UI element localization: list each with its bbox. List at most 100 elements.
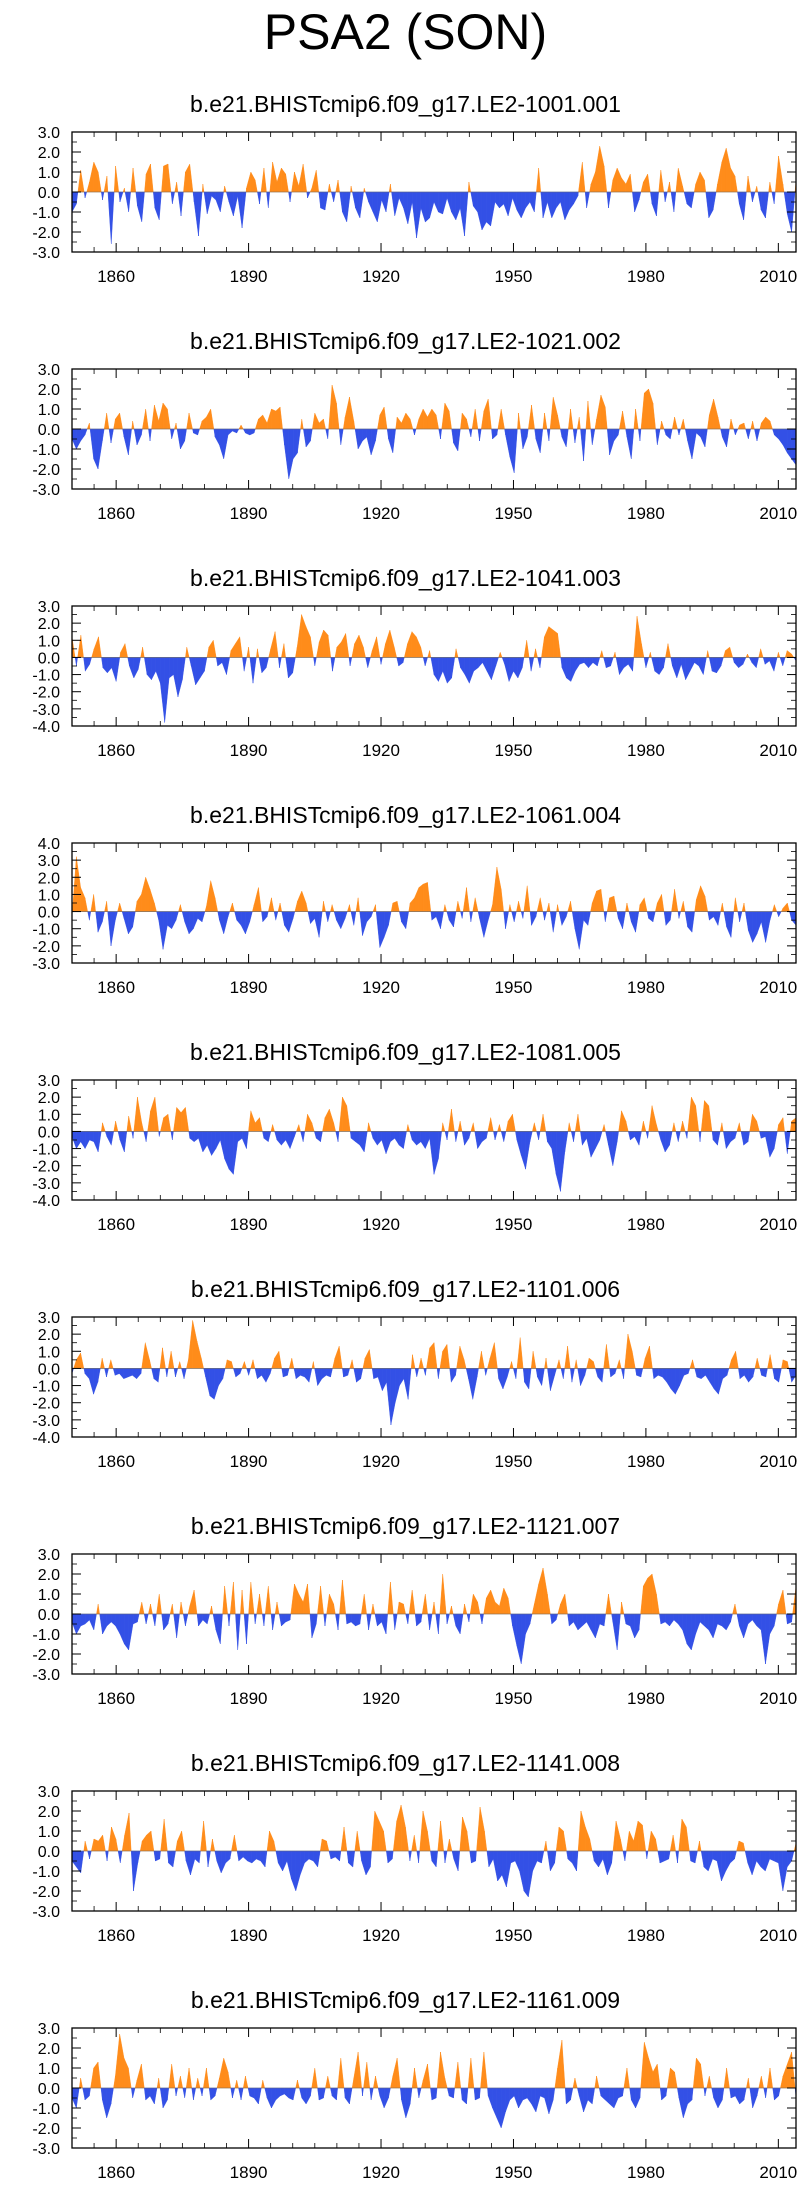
negative-area-segment — [608, 191, 612, 209]
negative-area-segment — [752, 1613, 757, 1627]
positive-area-segment — [115, 412, 120, 430]
negative-area-segment — [613, 2087, 619, 2109]
negative-area-segment — [468, 1613, 471, 1623]
negative-area-segment — [401, 911, 407, 930]
positive-area-segment — [297, 2079, 300, 2089]
positive-area-segment — [640, 392, 645, 430]
negative-area-segment — [115, 911, 118, 921]
positive-area-segment — [576, 1359, 578, 1369]
positive-area-segment — [672, 416, 675, 430]
negative-area-segment — [547, 1131, 552, 1150]
positive-area-segment — [512, 1114, 516, 1132]
negative-area-segment — [479, 1613, 483, 1625]
positive-area-segment — [145, 1342, 150, 1369]
negative-area-segment — [346, 191, 351, 223]
x-tick-label: 1920 — [362, 1689, 400, 1708]
negative-area-segment — [662, 1368, 667, 1383]
negative-area-segment — [705, 191, 709, 219]
negative-area-segment — [537, 1368, 542, 1386]
positive-area-segment — [531, 1603, 535, 1615]
positive-area-segment — [273, 1840, 277, 1852]
negative-area-segment — [305, 2087, 311, 2105]
negative-area-segment — [405, 2087, 411, 2119]
negative-area-segment — [227, 911, 230, 917]
negative-area-segment — [268, 191, 270, 209]
positive-area-segment — [372, 636, 377, 658]
negative-area-segment — [500, 1131, 504, 1142]
negative-area-segment — [167, 1613, 171, 1625]
positive-area-segment — [466, 887, 470, 912]
y-tick-label: -3.0 — [32, 2141, 60, 2158]
negative-area-segment — [514, 2087, 519, 2109]
negative-area-segment — [124, 191, 129, 213]
positive-area-segment — [500, 652, 503, 658]
negative-area-segment — [353, 1368, 357, 1383]
negative-area-segment — [435, 1613, 439, 1635]
positive-area-segment — [418, 883, 424, 912]
negative-area-segment — [438, 1613, 441, 1635]
negative-area-segment — [262, 911, 268, 923]
negative-area-segment — [391, 191, 395, 217]
negative-area-segment — [629, 2087, 632, 2101]
positive-area-segment — [680, 901, 684, 912]
negative-area-segment — [259, 191, 262, 205]
negative-area-segment — [137, 1850, 141, 1864]
positive-area-segment — [296, 614, 302, 658]
negative-area-segment — [350, 911, 354, 926]
positive-area-segment — [682, 1121, 686, 1132]
positive-area-segment — [411, 631, 417, 658]
negative-area-segment — [191, 2087, 194, 2101]
negative-area-segment — [560, 428, 563, 438]
negative-area-segment — [479, 911, 485, 938]
negative-area-segment — [258, 2087, 262, 2105]
negative-area-segment — [235, 1613, 238, 1651]
negative-area-segment — [635, 2087, 641, 2109]
negative-area-segment — [175, 911, 179, 921]
negative-area-segment — [433, 191, 439, 213]
positive-area-segment — [259, 1593, 263, 1615]
negative-area-segment — [444, 1850, 448, 1864]
negative-area-segment — [713, 2087, 719, 2109]
negative-area-segment — [623, 1368, 625, 1379]
negative-area-segment — [789, 911, 792, 921]
positive-area-segment — [603, 1344, 607, 1369]
positive-area-segment — [137, 1097, 142, 1132]
negative-area-segment — [494, 1131, 498, 1141]
negative-area-segment — [787, 428, 792, 460]
positive-area-segment — [567, 901, 571, 912]
negative-area-segment — [455, 1613, 461, 1635]
negative-area-segment — [184, 911, 190, 934]
negative-area-segment — [159, 2087, 164, 2109]
negative-area-segment — [579, 911, 584, 950]
positive-area-segment — [567, 1346, 571, 1369]
y-tick-label: 3.0 — [38, 599, 60, 616]
y-tick-label: -2.0 — [32, 1884, 60, 1901]
positive-area-segment — [557, 633, 561, 658]
positive-area-segment — [327, 2075, 331, 2089]
negative-area-segment — [687, 428, 693, 460]
positive-area-segment — [594, 2075, 597, 2089]
positive-area-segment — [687, 1097, 692, 1132]
negative-area-segment — [398, 1131, 404, 1149]
positive-area-segment — [351, 2077, 354, 2089]
y-tick-label: 2.0 — [38, 145, 60, 162]
positive-area-segment — [736, 1840, 740, 1852]
positive-area-segment — [612, 167, 618, 193]
negative-area-segment — [289, 1131, 295, 1149]
positive-area-segment — [494, 1342, 498, 1369]
negative-area-segment — [738, 657, 744, 669]
negative-area-segment — [282, 1368, 288, 1378]
positive-area-segment — [246, 647, 249, 658]
negative-area-segment — [151, 1368, 155, 1379]
x-tick-label: 1950 — [495, 978, 533, 997]
negative-area-segment — [440, 911, 444, 929]
negative-area-segment — [264, 1850, 268, 1868]
positive-area-segment — [719, 1122, 723, 1132]
negative-area-segment — [394, 191, 400, 217]
positive-area-segment — [462, 1816, 468, 1852]
negative-area-segment — [314, 1368, 318, 1386]
positive-area-segment — [266, 408, 272, 430]
negative-area-segment — [219, 428, 224, 460]
negative-area-segment — [84, 1613, 90, 1625]
